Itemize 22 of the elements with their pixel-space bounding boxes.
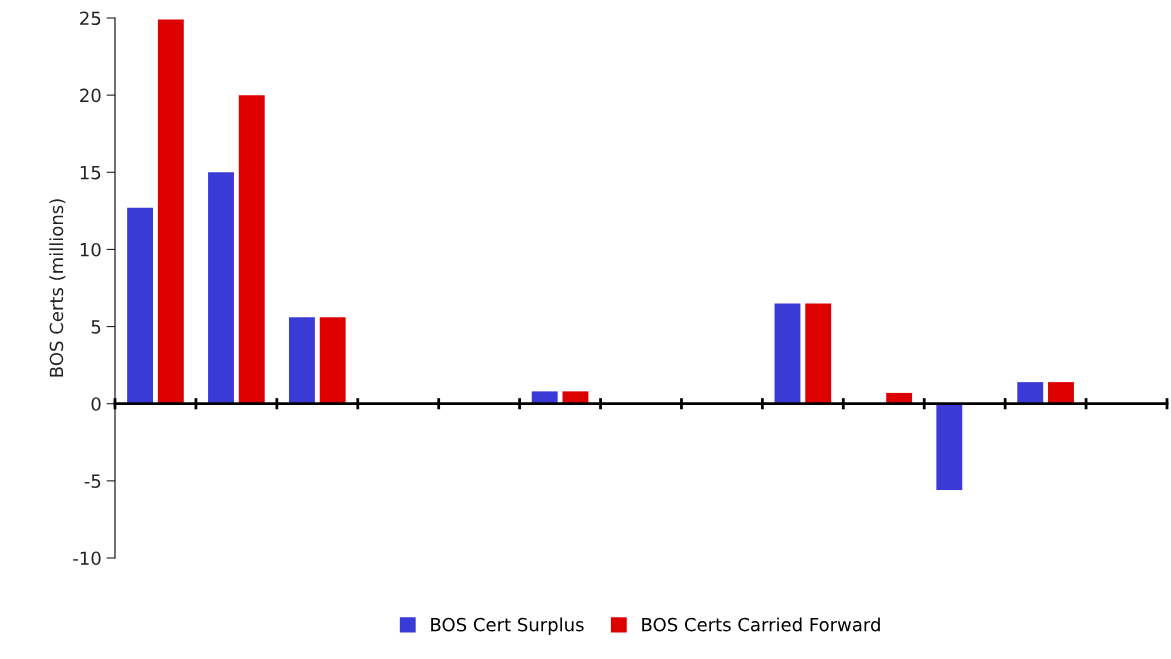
bar xyxy=(319,317,346,404)
legend-label: BOS Cert Surplus xyxy=(431,617,584,635)
bar xyxy=(208,172,234,404)
bar xyxy=(805,303,832,404)
bar xyxy=(157,19,184,404)
y-axis-title: BOS Certs (millions) xyxy=(49,199,66,377)
y-tick-label: -10 xyxy=(73,551,101,566)
y-tick-label: -5 xyxy=(84,474,101,488)
y-tick-label: 10 xyxy=(80,242,101,257)
y-tick-label: 5 xyxy=(91,320,101,334)
bar xyxy=(936,403,963,491)
y-tick-label: 25 xyxy=(80,11,101,26)
bar xyxy=(238,95,265,404)
bar xyxy=(1017,382,1044,404)
y-tick-label: 0 xyxy=(91,397,101,411)
y-tick-label: 20 xyxy=(80,88,101,103)
y-tick-label: 15 xyxy=(80,165,101,180)
bar xyxy=(127,207,154,404)
bar xyxy=(288,317,315,404)
bar xyxy=(1048,382,1074,404)
legend-label: BOS Certs Carried Forward xyxy=(642,617,880,632)
bar xyxy=(774,303,801,404)
